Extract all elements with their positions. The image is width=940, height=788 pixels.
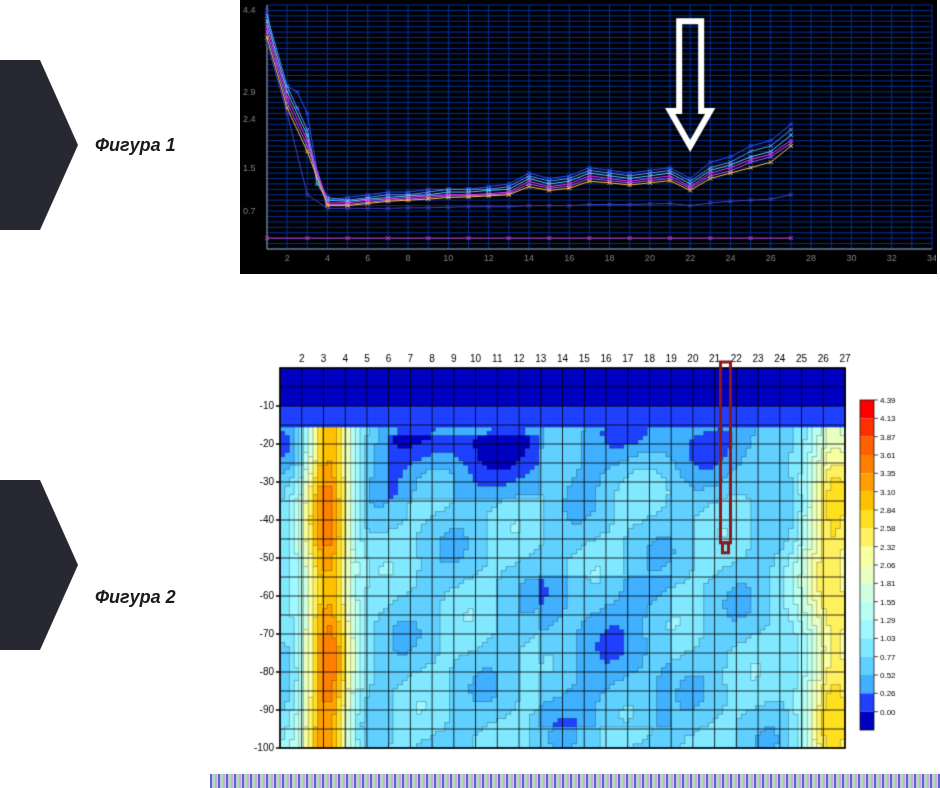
decorative-noise-bar	[210, 774, 940, 788]
figure1-label: Фигура 1	[95, 135, 176, 156]
pointer-fig2	[0, 480, 80, 650]
figure1-chart	[240, 0, 937, 274]
figure2-chart	[240, 340, 940, 760]
figure2-label: Фигура 2	[95, 587, 176, 608]
pointer-fig1	[0, 60, 80, 230]
